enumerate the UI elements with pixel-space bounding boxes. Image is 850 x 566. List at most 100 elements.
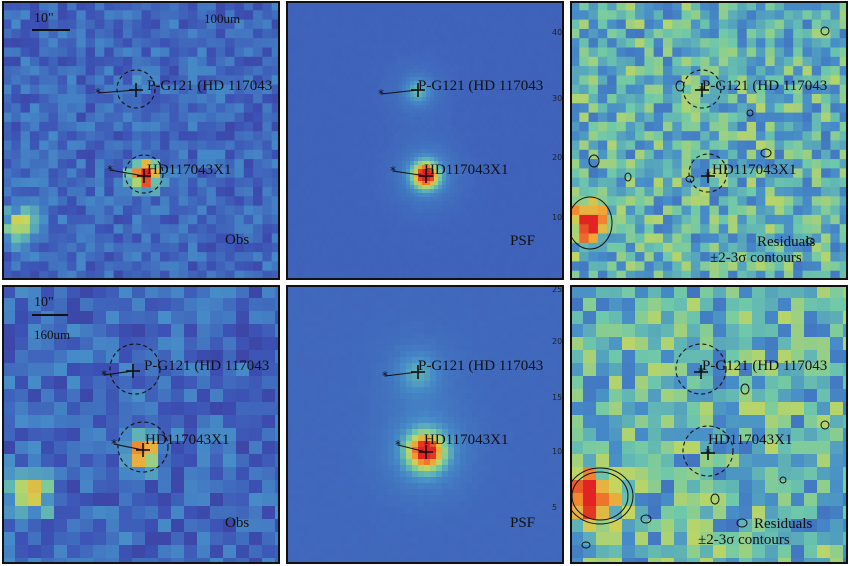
map-pixel: [550, 141, 555, 146]
map-pixel: [486, 133, 491, 138]
map-pixel: [113, 214, 124, 225]
map-pixel: [542, 173, 547, 178]
map-pixel: [234, 121, 245, 132]
map-pixel: [514, 57, 519, 62]
map-pixel: [418, 137, 423, 142]
map-pixel: [346, 153, 351, 158]
map-pixel: [478, 13, 483, 18]
map-pixel: [290, 81, 295, 86]
map-pixel: [490, 77, 495, 82]
map-pixel: [243, 75, 254, 86]
map-pixel: [342, 201, 347, 206]
map-pixel: [262, 47, 273, 58]
map-pixel: [95, 214, 105, 225]
map-pixel: [506, 177, 511, 182]
map-pixel: [197, 214, 208, 225]
map-pixel: [542, 221, 547, 226]
map-pixel: [286, 201, 291, 206]
map-pixel: [354, 153, 359, 158]
map-pixel: [398, 93, 403, 98]
map-pixel: [382, 213, 387, 218]
map-pixel: [514, 221, 519, 226]
map-pixel: [374, 145, 379, 150]
map-pixel: [358, 57, 363, 62]
map-pixel: [20, 168, 31, 179]
map-pixel: [490, 209, 495, 214]
map-pixel: [414, 117, 419, 122]
map-pixel: [482, 117, 487, 122]
map-pixel: [178, 84, 189, 95]
map-pixel: [526, 45, 531, 50]
map-pixel: [169, 242, 180, 253]
map-pixel: [290, 233, 295, 238]
map-pixel: [290, 97, 295, 102]
map-pixel: [326, 9, 331, 14]
map-pixel: [482, 1, 487, 6]
map-pixel: [434, 173, 439, 178]
map-pixel: [253, 205, 263, 216]
map-pixel: [462, 97, 467, 102]
map-pixel: [358, 149, 363, 154]
map-pixel: [366, 85, 371, 90]
map-pixel: [302, 1, 307, 6]
map-pixel: [310, 41, 315, 46]
map-pixel: [382, 221, 387, 226]
map-pixel: [318, 141, 323, 146]
map-pixel: [490, 69, 495, 74]
map-pixel: [338, 205, 343, 210]
map-pixel: [402, 125, 407, 130]
map-pixel: [426, 185, 431, 190]
map-pixel: [374, 169, 379, 174]
map-pixel: [390, 13, 395, 18]
map-pixel: [95, 121, 105, 132]
map-pixel: [410, 189, 415, 194]
map-pixel: [522, 193, 527, 198]
map-pixel: [262, 214, 273, 225]
map-pixel: [358, 169, 363, 174]
map-pixel: [430, 97, 435, 102]
map-pixel: [354, 213, 359, 218]
map-pixel: [362, 145, 367, 150]
map-pixel: [338, 169, 343, 174]
map-pixel: [334, 125, 339, 130]
map-pixel: [286, 61, 291, 66]
map-pixel: [482, 77, 487, 82]
map-pixel: [422, 81, 427, 86]
map-pixel: [502, 221, 507, 226]
map-pixel: [150, 177, 161, 188]
map-pixel: [562, 25, 564, 30]
map-pixel: [414, 169, 419, 174]
map-pixel: [462, 201, 467, 206]
map-pixel: [534, 193, 539, 198]
map-pixel: [85, 131, 96, 142]
map-pixel: [482, 181, 487, 186]
map-pixel: [446, 85, 451, 90]
map-pixel: [398, 17, 403, 22]
map-pixel: [290, 21, 295, 26]
map-pixel: [382, 101, 387, 106]
map-pixel: [104, 149, 115, 160]
map-pixel: [514, 157, 519, 162]
map-pixel: [253, 47, 263, 58]
map-pixel: [418, 197, 423, 202]
map-pixel: [442, 205, 447, 210]
map-pixel: [510, 61, 515, 66]
map-pixel: [197, 1, 208, 11]
map-pixel: [530, 165, 535, 170]
band-label: 100um: [204, 11, 241, 26]
map-pixel: [462, 105, 467, 110]
map-pixel: [546, 201, 551, 206]
map-pixel: [206, 214, 217, 225]
map-pixel: [11, 149, 22, 160]
map-pixel: [426, 93, 431, 98]
map-pixel: [322, 49, 327, 54]
map-pixel: [294, 169, 299, 174]
map-pixel: [490, 225, 495, 230]
map-pixel: [310, 25, 315, 30]
map-pixel: [434, 61, 439, 66]
map-pixel: [350, 129, 355, 134]
map-pixel: [370, 133, 375, 138]
map-pixel: [490, 57, 495, 62]
map-pixel: [350, 49, 355, 54]
map-pixel: [542, 213, 547, 218]
